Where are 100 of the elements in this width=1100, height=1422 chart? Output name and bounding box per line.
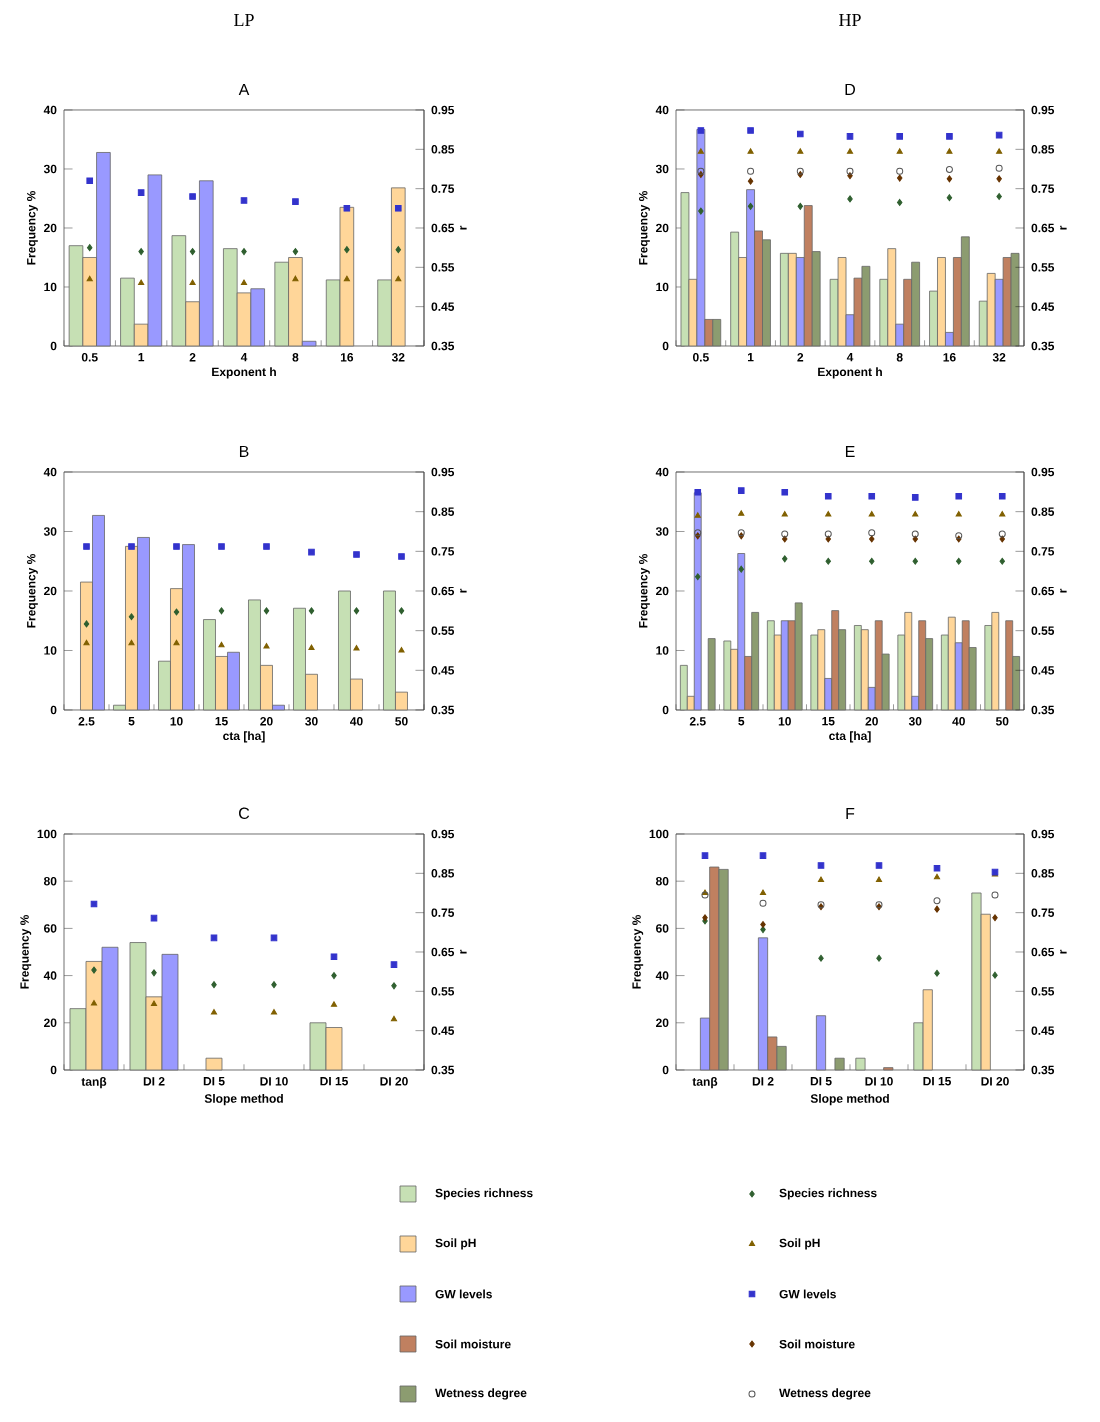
point <box>760 926 766 934</box>
point <box>992 971 998 979</box>
bar <box>780 620 789 711</box>
bar <box>696 129 706 347</box>
point <box>747 167 755 175</box>
point <box>353 551 360 558</box>
point <box>797 148 804 154</box>
bar <box>780 252 789 347</box>
point <box>240 279 248 286</box>
point <box>946 148 953 154</box>
point <box>292 198 299 205</box>
point <box>747 127 754 134</box>
point <box>781 510 788 517</box>
point <box>90 1000 98 1006</box>
bar <box>680 192 690 347</box>
point <box>869 535 875 543</box>
point <box>394 205 402 212</box>
bar <box>831 610 840 711</box>
point <box>817 862 825 869</box>
point <box>343 275 350 282</box>
point <box>781 530 789 538</box>
point <box>896 167 904 175</box>
point <box>759 899 767 907</box>
point <box>933 897 941 905</box>
point <box>150 1000 158 1006</box>
bar <box>947 616 956 711</box>
point <box>868 492 876 500</box>
point <box>210 934 218 942</box>
point <box>308 548 315 556</box>
point <box>738 565 745 573</box>
bar <box>874 620 883 711</box>
bar <box>1005 620 1014 711</box>
point <box>747 202 754 210</box>
point <box>270 934 278 942</box>
point <box>996 148 1003 154</box>
point <box>292 275 299 282</box>
bar <box>723 640 732 711</box>
point <box>308 607 315 615</box>
point <box>999 557 1005 565</box>
point <box>847 195 853 203</box>
point <box>896 174 903 182</box>
bar <box>853 625 862 711</box>
point <box>218 641 225 648</box>
point <box>825 557 831 565</box>
point <box>991 891 999 899</box>
bar <box>1010 252 1020 347</box>
point <box>737 487 745 494</box>
bar <box>794 602 803 711</box>
point <box>846 148 854 154</box>
point <box>240 197 248 204</box>
point <box>934 969 940 977</box>
point <box>390 1015 398 1022</box>
point <box>998 492 1006 500</box>
bar <box>986 273 996 347</box>
point <box>398 553 405 560</box>
point <box>825 535 831 543</box>
bar <box>815 1015 827 1071</box>
bar <box>679 664 688 711</box>
bar <box>960 236 970 347</box>
point <box>173 543 180 550</box>
point <box>846 133 854 140</box>
point <box>698 207 704 215</box>
point <box>137 189 145 196</box>
point <box>955 510 962 517</box>
chart-title: F <box>846 807 855 819</box>
bar <box>887 248 897 347</box>
point <box>934 905 940 913</box>
point <box>995 164 1003 172</box>
point <box>150 914 158 922</box>
point <box>868 510 875 517</box>
chart-title: D <box>845 83 856 95</box>
point <box>869 557 875 565</box>
point <box>86 177 94 185</box>
bar <box>1002 257 1012 347</box>
point <box>999 535 1005 543</box>
point <box>694 512 701 518</box>
point <box>817 876 825 883</box>
point <box>759 852 767 859</box>
point <box>738 510 745 516</box>
point <box>271 981 277 989</box>
point <box>263 643 270 649</box>
point <box>83 620 90 628</box>
point <box>241 248 247 256</box>
point <box>138 279 145 286</box>
point <box>173 639 180 646</box>
point <box>218 607 225 615</box>
point <box>398 646 405 653</box>
point <box>270 1009 278 1015</box>
point <box>330 1001 338 1007</box>
point <box>747 177 754 185</box>
point <box>128 613 135 621</box>
bar <box>991 612 1000 711</box>
bar <box>860 629 869 711</box>
point <box>782 535 788 543</box>
point <box>697 148 704 154</box>
point <box>846 167 854 175</box>
bar <box>918 620 927 711</box>
point <box>796 130 804 138</box>
point <box>395 246 402 254</box>
point <box>189 279 196 286</box>
